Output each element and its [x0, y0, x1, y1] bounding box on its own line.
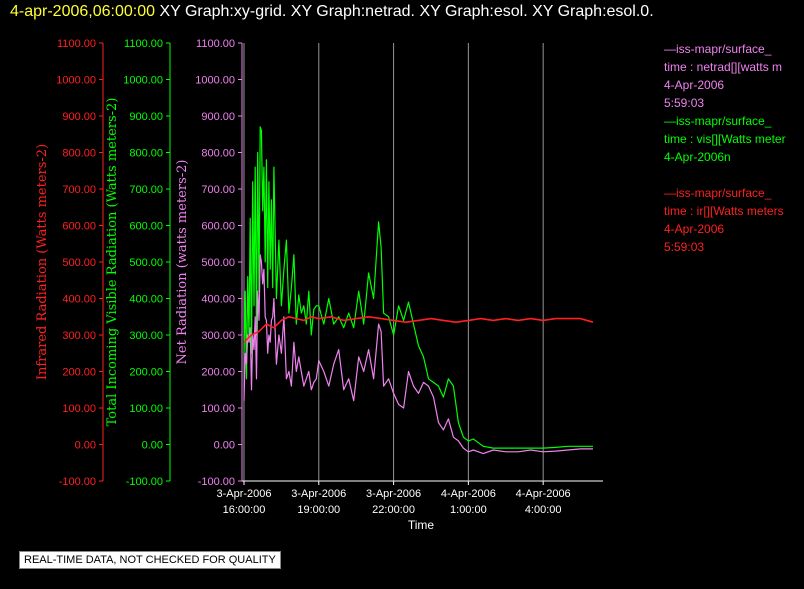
y-tick-label: 200.00 — [201, 367, 235, 379]
y-tick-label: -100.00 — [198, 476, 235, 488]
x-tick-label-time: 1:00:00 — [450, 504, 487, 516]
legend: —iss-mapr/surface_ time : netrad[][watts… — [664, 40, 804, 256]
ticks-layer: -100.00 0.00 100.00 200.00 300.00 400.00 500.0… — [35, 38, 571, 532]
x-tick-label-time: 22:00:00 — [372, 504, 415, 516]
y-tick-label: 0.00 — [142, 440, 163, 452]
y-tick-label: 100.00 — [201, 403, 235, 415]
y-tick-label: 1100.00 — [196, 38, 235, 50]
legend-entry-ir: —iss-mapr/surface_ time : ir[][Watts met… — [664, 184, 804, 256]
y-tick-label: 1100.00 — [124, 38, 163, 50]
y-tick-label: 600.00 — [62, 221, 96, 233]
y-tick-label: 400.00 — [129, 294, 163, 306]
legend-line3: 4-Apr-2006 — [664, 222, 725, 236]
legend-line3: 4-Apr-2006 — [664, 78, 725, 92]
grid-layer — [243, 43, 544, 481]
graph-titles: XY Graph:xy-grid. XY Graph:netrad. XY Gr… — [159, 3, 654, 20]
y-tick-label: 300.00 — [201, 330, 235, 342]
y-tick-label: 200.00 — [62, 367, 96, 379]
y-tick-label: 800.00 — [201, 148, 235, 160]
legend-entry-netrad: —iss-mapr/surface_ time : netrad[][watts… — [664, 40, 804, 112]
legend-line4 — [664, 166, 804, 184]
legend-line4: 5:59:03 — [664, 96, 705, 110]
y-tick-label: 500.00 — [62, 257, 96, 269]
y-tick-label: 500.00 — [201, 257, 235, 269]
y-tick-label: 1000.00 — [56, 75, 96, 87]
x-tick-label-time: 19:00:00 — [297, 504, 340, 516]
y-tick-label: 0.00 — [214, 440, 235, 452]
legend-line2: time : netrad[][watts m — [664, 60, 783, 74]
series-net-radiation — [243, 254, 593, 455]
x-tick-label-date: 4-Apr-2006 — [516, 488, 571, 500]
legend-line2: time : vis[][Watts meter — [664, 132, 786, 146]
legend-line2: time : ir[][Watts meters — [664, 204, 784, 218]
y-tick-label: 900.00 — [129, 111, 163, 123]
y-tick-label: 600.00 — [129, 221, 163, 233]
y-tick-label: 100.00 — [129, 403, 163, 415]
x-tick-label-date: 3-Apr-2006 — [216, 488, 271, 500]
y-tick-label: 1000.00 — [123, 75, 163, 87]
y-axis-title-2: Total Incoming Visible Radiation (Watts … — [105, 98, 120, 427]
y-tick-label: -100.00 — [59, 476, 96, 488]
y-tick-label: 400.00 — [62, 294, 96, 306]
series-visible-radiation — [243, 126, 593, 449]
quality-notice: REAL-TIME DATA, NOT CHECKED FOR QUALITY — [19, 551, 281, 569]
y-tick-label: 800.00 — [62, 148, 96, 160]
legend-line3: 4-Apr-2006n — [664, 150, 731, 164]
y-tick-label: 0.00 — [75, 440, 96, 452]
y-tick-label: 300.00 — [129, 330, 163, 342]
timestamp-label: 4-apr-2006,06:00:00 — [10, 3, 155, 20]
x-axis-title: Time — [408, 518, 435, 532]
y-tick-label: 800.00 — [129, 148, 163, 160]
y-tick-label: 900.00 — [201, 111, 235, 123]
y-tick-label: 900.00 — [62, 111, 96, 123]
y-tick-label: 200.00 — [129, 367, 163, 379]
x-tick-label-date: 3-Apr-2006 — [291, 488, 346, 500]
legend-line1: —iss-mapr/surface_ — [664, 114, 772, 128]
x-tick-label-time: 16:00:00 — [223, 504, 266, 516]
y-tick-label: -100.00 — [126, 476, 163, 488]
y-tick-label: 1000.00 — [195, 75, 235, 87]
y-tick-label: 700.00 — [62, 184, 96, 196]
y-tick-label: 500.00 — [129, 257, 163, 269]
x-tick-label-date: 4-Apr-2006 — [441, 488, 496, 500]
legend-line4: 5:59:03 — [664, 240, 705, 254]
legend-line1: —iss-mapr/surface_ — [664, 42, 772, 56]
legend-entry-vis: —iss-mapr/surface_ time : vis[][Watts me… — [664, 112, 804, 184]
y-tick-label: 700.00 — [129, 184, 163, 196]
x-tick-label-date: 3-Apr-2006 — [366, 488, 421, 500]
y-tick-label: 1100.00 — [57, 38, 96, 50]
y-tick-label: 600.00 — [201, 221, 235, 233]
graph-header: 4-apr-2006,06:00:00 XY Graph:xy-grid. XY… — [10, 3, 654, 21]
x-tick-label-time: 4:00:00 — [525, 504, 562, 516]
y-tick-label: 300.00 — [62, 330, 96, 342]
y-tick-label: 100.00 — [62, 403, 96, 415]
y-tick-label: 400.00 — [201, 294, 235, 306]
series-infrared-radiation — [243, 315, 594, 343]
y-tick-label: 700.00 — [201, 184, 235, 196]
series-layer — [243, 126, 594, 455]
y-axis-title-3: Net Radiation (watts meters-2) — [175, 160, 190, 365]
y-axis-title-1: Infrared Radiation (Watts meters-2) — [35, 144, 50, 380]
legend-line1: —iss-mapr/surface_ — [664, 186, 772, 200]
